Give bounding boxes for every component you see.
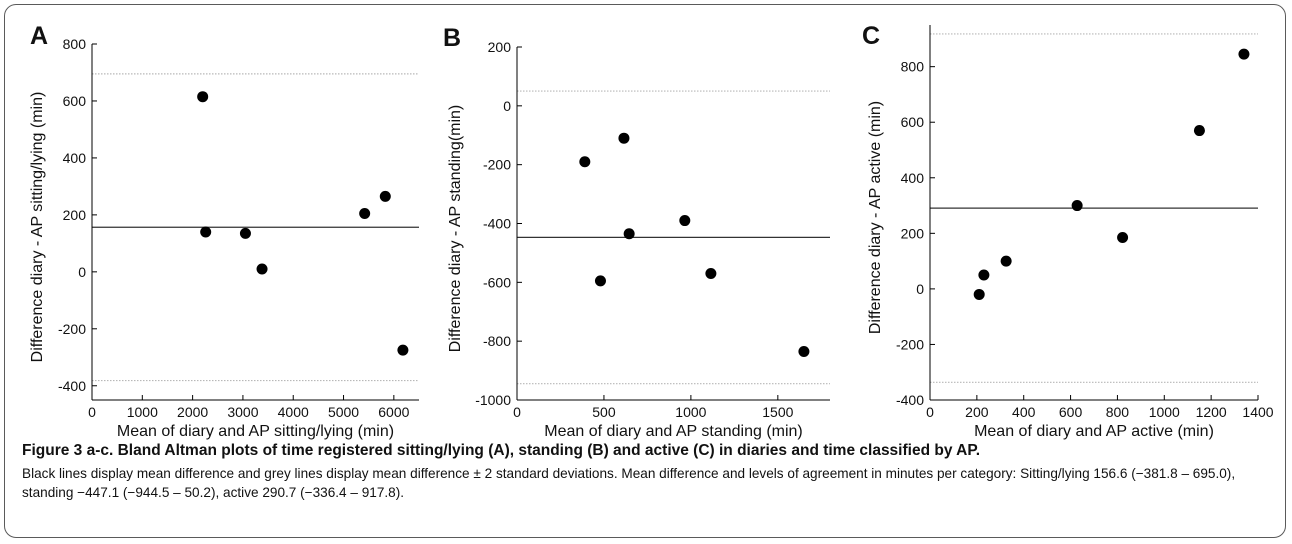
y-tick-label-b: -200 (483, 157, 511, 173)
y-tick-label-a: -200 (58, 321, 86, 337)
data-point-b-7 (798, 345, 810, 357)
data-point-a-5 (359, 207, 371, 219)
y-tick-label-a: 200 (63, 207, 87, 223)
x-tick-label-c: 1200 (1196, 404, 1227, 420)
x-tick-label-c: 200 (965, 404, 989, 420)
x-tick-label-a: 6000 (378, 404, 409, 420)
caption-body: Black lines display mean difference and … (22, 466, 1236, 500)
data-point-c-5 (1117, 232, 1129, 243)
x-tick-label-b: 1000 (675, 404, 706, 420)
x-tick-label-c: 1000 (1149, 404, 1180, 420)
x-tick-label-c: 0 (926, 404, 934, 420)
y-tick-label-b: -600 (483, 274, 511, 290)
y-tick-label-b: 0 (503, 98, 511, 114)
x-axis-label-a: Mean of diary and AP sitting/lying (min) (117, 423, 394, 440)
data-point-b-1 (579, 156, 591, 168)
x-tick-label-a: 2000 (177, 404, 208, 420)
data-point-b-6 (705, 268, 717, 280)
x-tick-label-a: 4000 (278, 404, 309, 420)
data-point-c-2 (978, 269, 990, 281)
x-tick-label-c: 1400 (1242, 404, 1273, 420)
bland-altman-figure: A0 1000 2000 3000 4000 5000 6000-400-200020040… (29, 22, 1274, 440)
data-point-c-1 (973, 288, 985, 300)
x-tick-label-c: 400 (1012, 404, 1036, 420)
y-tick-label-c: 600 (901, 114, 925, 130)
data-point-a-3 (239, 227, 251, 239)
data-point-a-4 (256, 263, 268, 275)
data-point-b-4 (623, 228, 635, 240)
x-axis-label-b: Mean of diary and AP standing (min) (544, 423, 803, 440)
data-point-c-3 (1000, 255, 1012, 267)
x-tick-label-a: 3000 (227, 404, 258, 420)
y-tick-label-b: -800 (483, 333, 511, 349)
x-tick-label-a: 0 (88, 404, 96, 420)
x-axis-label-c: Mean of diary and AP active (min) (974, 423, 1214, 440)
data-point-c-6 (1193, 125, 1205, 137)
figure-frame (4, 4, 1286, 538)
data-point-a-7 (397, 344, 409, 356)
y-tick-label-c: -200 (896, 336, 924, 352)
caption-title: Figure 3 a-c. Bland Altman plots of time… (22, 442, 981, 459)
x-tick-label-a: 5000 (328, 404, 359, 420)
y-tick-label-a: 400 (63, 150, 87, 166)
data-point-a-6 (379, 190, 391, 202)
x-tick-label-b: 0 (513, 404, 521, 420)
data-point-c-7 (1238, 48, 1250, 60)
y-tick-label-c: 0 (916, 281, 924, 297)
x-tick-label-c: 800 (1106, 404, 1130, 420)
y-axis-label-c: Difference diary - AP active (min) (867, 101, 884, 334)
y-tick-label-b: 200 (488, 39, 512, 55)
y-tick-label-c: 200 (901, 225, 925, 241)
y-tick-label-c: 800 (901, 59, 925, 75)
y-axis-label-a: Difference diary - AP sitting/lying (min… (29, 92, 46, 363)
y-tick-label-b: -1000 (475, 392, 511, 408)
y-tick-label-b: -400 (483, 216, 511, 232)
data-point-a-2 (200, 226, 212, 238)
data-point-a-1 (197, 91, 209, 103)
x-tick-label-c: 600 (1059, 404, 1083, 420)
data-point-c-4 (1071, 200, 1083, 212)
y-tick-label-c: -400 (896, 392, 924, 408)
x-tick-label-a: 1000 (127, 404, 158, 420)
figure-caption: Figure 3 a-c. Bland Altman plots of time… (22, 440, 1272, 502)
x-tick-label-b: 500 (592, 404, 616, 420)
data-point-b-3 (618, 132, 630, 144)
y-tick-label-a: 600 (63, 93, 87, 109)
plot-panel-c: C 0 200 400 600 800 1000 1200 1400 -400 -200 0 200 40… (862, 22, 1274, 440)
y-tick-label-c: 400 (901, 170, 925, 186)
panel-letter-c: C (862, 22, 880, 50)
y-tick-label-a: 0 (78, 264, 86, 280)
plot-panel-a: A 0 1000 2000 3000 4000 5000 6000 -400 -200 0 200 40… (29, 22, 419, 440)
x-tick-label-b: 1500 (762, 404, 793, 420)
data-point-b-2 (594, 275, 606, 287)
plot-panel-b: B 0 500 1000 1500 -1000 -800 -600 -400 -200 0 200 Me… (443, 24, 830, 440)
y-tick-label-a: -400 (58, 378, 86, 394)
panel-letter-a: A (30, 22, 48, 50)
data-point-b-5 (679, 215, 691, 227)
panel-letter-b: B (443, 24, 461, 52)
y-tick-label-a: 800 (63, 36, 87, 52)
y-axis-label-b: Difference diary - AP standing(min) (447, 105, 464, 353)
